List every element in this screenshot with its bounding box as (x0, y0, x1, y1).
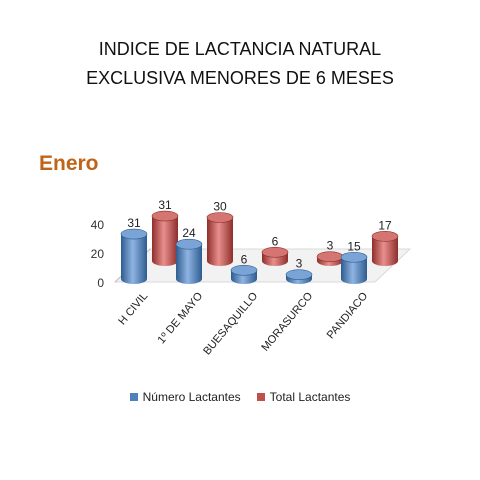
legend-label-series-2: Total Lactantes (269, 390, 351, 404)
chart-legend: Número Lactantes Total Lactantes (0, 390, 480, 404)
data-label: 24 (182, 226, 196, 240)
cylinder-top (230, 264, 258, 276)
bars-layer: 31 30 6 3 17 31 24 6 3 15 (120, 198, 399, 284)
chart-subtitle: Enero (39, 152, 99, 175)
y-tick-label: 0 (97, 276, 104, 290)
data-label: 30 (213, 200, 227, 214)
data-label: 31 (127, 216, 141, 230)
cylinder-body (207, 217, 233, 266)
data-label: 3 (296, 257, 303, 271)
data-label: 31 (158, 198, 172, 212)
bar-series-1: 3 (285, 257, 313, 284)
bar-series-2: 31 (151, 198, 179, 266)
cylinder-body (176, 244, 202, 284)
y-axis: 0 20 40 (91, 218, 105, 290)
x-tick-label: H CIVIL (116, 290, 150, 327)
data-label: 6 (241, 252, 248, 266)
bar-series-1: 31 (120, 216, 148, 284)
legend-label-series-1: Número Lactantes (142, 390, 241, 404)
cylinder-top (206, 212, 234, 223)
chart-title-line-1: INDICE DE LACTANCIA NATURAL (98, 39, 382, 59)
cylinder-top (285, 269, 313, 280)
data-label: 15 (347, 239, 361, 253)
cylinder-top (261, 247, 289, 258)
data-label: 6 (272, 234, 279, 248)
bar-series-2: 6 (261, 234, 289, 266)
x-tick-label: 1º DE MAYO (156, 290, 206, 346)
chart-title-line-2: EXCLUSIVA MENORES DE 6 MESES (86, 68, 394, 88)
data-label: 3 (327, 239, 334, 253)
y-tick-label: 40 (91, 218, 105, 232)
data-label: 17 (378, 218, 392, 232)
cylinder-top (120, 228, 148, 240)
legend-item-series-2: Total Lactantes (256, 390, 351, 404)
x-tick-label: MORASURCO (259, 290, 315, 354)
cylinder-top (340, 251, 368, 263)
y-tick-label: 20 (91, 247, 105, 261)
cylinder-body (121, 234, 147, 284)
cylinder-top (151, 210, 179, 222)
cylinder-body (152, 216, 178, 266)
cylinder-body (341, 257, 367, 284)
cylinder-top (316, 251, 344, 262)
bar-series-2: 3 (316, 239, 344, 266)
cylinder-top (371, 231, 399, 242)
bar-series-1: 6 (230, 252, 258, 284)
bar-series-2: 30 (206, 200, 234, 266)
cylinder-body (372, 236, 398, 266)
x-tick-label: BUESAQUILLO (201, 290, 260, 358)
legend-item-series-1: Número Lactantes (129, 390, 241, 404)
bar-series-1: 24 (175, 226, 203, 284)
cylinder-top (175, 238, 203, 250)
x-tick-label: PANDIACO (325, 290, 371, 341)
bar-series-2: 17 (371, 218, 399, 266)
legend-swatch-series-1 (129, 393, 138, 401)
legend-swatch-series-2 (256, 393, 265, 401)
bar-series-1: 15 (340, 239, 368, 284)
